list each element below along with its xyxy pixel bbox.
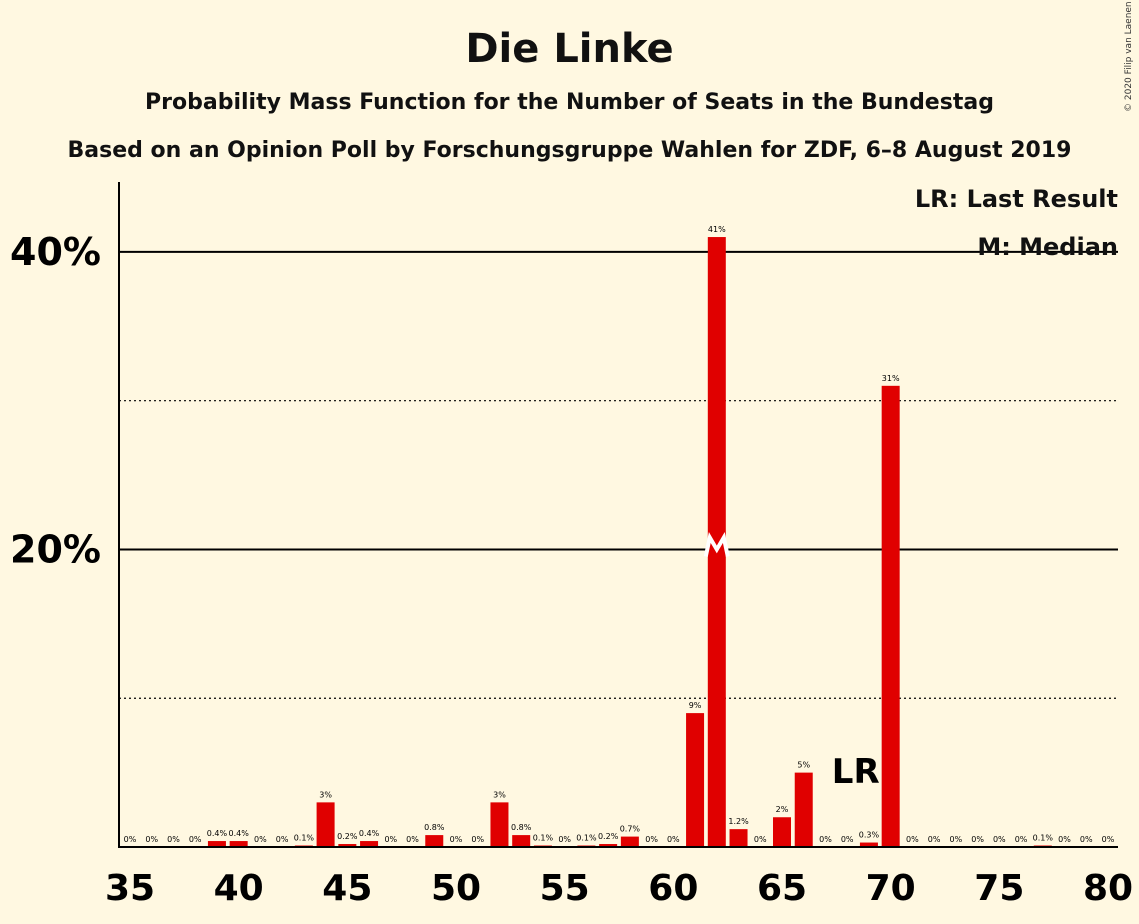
data-label-76: 0% — [1015, 835, 1028, 844]
data-label-66: 5% — [797, 761, 810, 770]
data-label-43: 0.1% — [294, 834, 315, 843]
bar-57 — [599, 844, 618, 847]
data-label-77: 0.1% — [1033, 834, 1054, 843]
last-result-marker: LR — [832, 752, 880, 792]
bar-46 — [360, 841, 379, 847]
bar-69 — [859, 842, 878, 847]
x-tick-label-75: 75 — [974, 868, 1024, 909]
data-label-40: 0.4% — [229, 829, 250, 838]
data-label-62: 41% — [708, 225, 726, 234]
x-tick-label-65: 65 — [757, 868, 807, 909]
data-label-74: 0% — [971, 835, 984, 844]
chart-source-subtitle: Based on an Opinion Poll by Forschungsgr… — [67, 138, 1072, 163]
data-label-46: 0.4% — [359, 829, 380, 838]
data-label-75: 0% — [993, 835, 1006, 844]
data-label-48: 0% — [406, 835, 419, 844]
data-label-72: 0% — [928, 835, 941, 844]
data-label-80: 0% — [1102, 835, 1115, 844]
bar-65 — [773, 817, 791, 847]
data-label-68: 0% — [841, 835, 854, 844]
x-tick-label-45: 45 — [322, 868, 372, 909]
data-label-52: 3% — [493, 790, 506, 799]
x-tick-label-35: 35 — [105, 868, 155, 909]
data-label-60: 0% — [667, 835, 680, 844]
data-label-78: 0% — [1058, 835, 1071, 844]
data-label-47: 0% — [384, 835, 397, 844]
bar-62 — [707, 237, 726, 847]
data-label-67: 0% — [819, 835, 832, 844]
bar-40 — [229, 841, 248, 847]
bar-63 — [729, 829, 748, 847]
data-label-37: 0% — [167, 835, 180, 844]
data-label-69: 0.3% — [859, 831, 880, 840]
data-label-61: 9% — [689, 701, 702, 710]
legend-last-result: LR: Last Result — [914, 185, 1118, 213]
bar-53 — [512, 835, 531, 847]
data-label-51: 0% — [471, 835, 484, 844]
x-tick-label-70: 70 — [866, 868, 916, 909]
x-tick-label-80: 80 — [1083, 868, 1133, 909]
data-label-57: 0.2% — [598, 832, 619, 841]
data-label-53: 0.8% — [511, 823, 532, 832]
data-label-56: 0.1% — [576, 834, 597, 843]
data-label-50: 0% — [450, 835, 463, 844]
y-tick-label-40: 40% — [10, 230, 101, 274]
x-tick-label-55: 55 — [540, 868, 590, 909]
x-tick-label-50: 50 — [431, 868, 481, 909]
chart-subtitle: Probability Mass Function for the Number… — [145, 90, 994, 115]
data-label-59: 0% — [645, 835, 658, 844]
data-label-73: 0% — [950, 835, 963, 844]
data-label-58: 0.7% — [620, 825, 641, 834]
data-label-42: 0% — [276, 835, 289, 844]
bar-70 — [881, 385, 900, 847]
data-label-35: 0% — [124, 835, 137, 844]
data-label-64: 0% — [754, 835, 767, 844]
bar-49 — [425, 835, 444, 847]
bar-52 — [490, 802, 509, 847]
legend-median: M: Median — [977, 233, 1118, 261]
data-label-65: 2% — [776, 805, 789, 814]
bar-61 — [686, 713, 705, 847]
bar-66 — [794, 772, 813, 847]
data-label-79: 0% — [1080, 835, 1093, 844]
data-label-36: 0% — [145, 835, 158, 844]
data-label-38: 0% — [189, 835, 202, 844]
data-label-71: 0% — [906, 835, 919, 844]
data-label-39: 0.4% — [207, 829, 228, 838]
chart-title: Die Linke — [465, 26, 674, 72]
data-label-54: 0.1% — [533, 834, 554, 843]
data-label-41: 0% — [254, 835, 267, 844]
data-label-70: 31% — [882, 374, 900, 383]
bar-44 — [316, 802, 335, 847]
bar-45 — [338, 844, 357, 847]
y-tick-label-20: 20% — [10, 527, 101, 571]
data-label-63: 1.2% — [728, 817, 749, 826]
x-tick-label-40: 40 — [214, 868, 264, 909]
x-tick-label-60: 60 — [648, 868, 698, 909]
data-label-49: 0.8% — [424, 823, 445, 832]
data-label-45: 0.2% — [337, 832, 358, 841]
bar-58 — [620, 836, 639, 847]
data-label-44: 3% — [319, 790, 332, 799]
median-marker — [703, 531, 730, 557]
bar-39 — [207, 841, 226, 847]
data-label-55: 0% — [558, 835, 571, 844]
